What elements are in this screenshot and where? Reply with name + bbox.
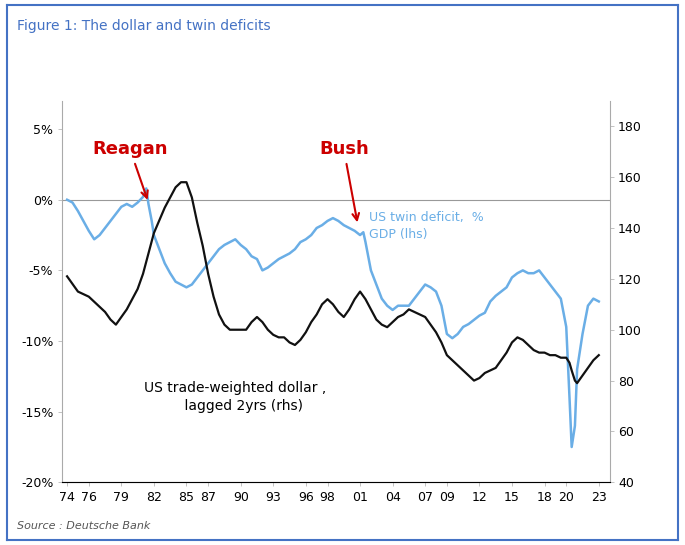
Text: Figure 1: The dollar and twin deficits: Figure 1: The dollar and twin deficits — [17, 19, 271, 33]
Text: US trade-weighted dollar ,
    lagged 2yrs (rhs): US trade-weighted dollar , lagged 2yrs (… — [144, 380, 326, 413]
Text: Reagan: Reagan — [92, 141, 168, 198]
Text: Bush: Bush — [319, 141, 369, 220]
Text: Source : Deutsche Bank: Source : Deutsche Bank — [17, 522, 151, 531]
Text: US twin deficit,  %
GDP (lhs): US twin deficit, % GDP (lhs) — [369, 211, 484, 241]
